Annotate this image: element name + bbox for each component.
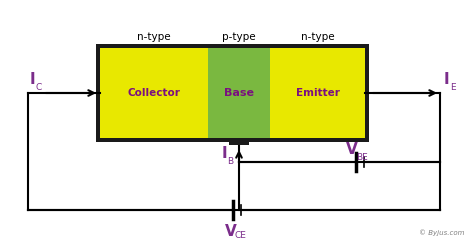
Text: I: I: [221, 146, 227, 161]
Text: B: B: [227, 157, 233, 166]
Text: E: E: [450, 83, 456, 91]
Text: V: V: [225, 224, 237, 239]
Text: n-type: n-type: [301, 32, 334, 42]
Bar: [270, 48, 365, 138]
Bar: [100, 48, 208, 138]
Text: Base: Base: [224, 88, 254, 98]
Text: CE: CE: [235, 231, 247, 240]
Bar: [229, 138, 249, 145]
Text: I: I: [30, 73, 36, 88]
Text: n-type: n-type: [137, 32, 171, 42]
Text: Emitter: Emitter: [296, 88, 339, 98]
Text: I: I: [444, 73, 450, 88]
Text: Collector: Collector: [128, 88, 181, 98]
Text: © Byjus.com: © Byjus.com: [419, 229, 465, 236]
Text: V: V: [346, 143, 358, 158]
Text: C: C: [36, 83, 42, 91]
Text: BE: BE: [356, 152, 368, 161]
Bar: [96, 44, 369, 142]
Bar: [208, 48, 270, 138]
Text: p-type: p-type: [222, 32, 256, 42]
